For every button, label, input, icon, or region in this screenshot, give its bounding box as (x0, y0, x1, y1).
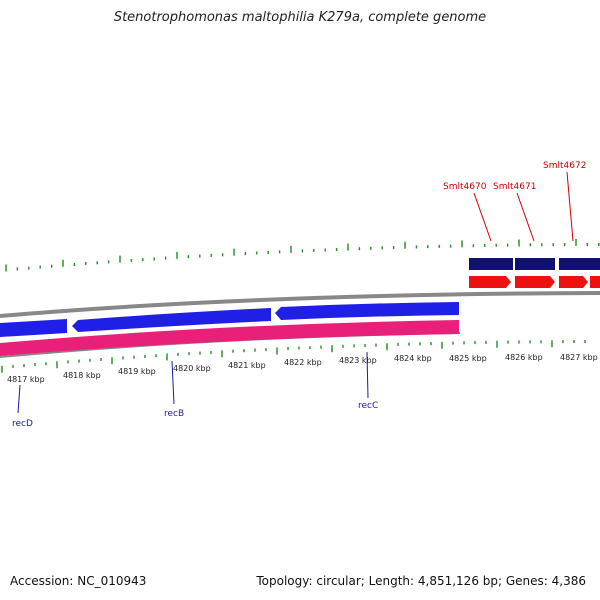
gene-recD (0, 319, 67, 337)
inner-tick-row (1, 340, 586, 373)
red-gene-2 (515, 276, 555, 288)
kbp-label: 4826 kbp (505, 353, 543, 362)
genome-summary-text: Topology: circular; Length: 4,851,126 bp… (256, 574, 586, 588)
kbp-label: 4827 kbp (560, 353, 598, 362)
red-gene-4 (590, 276, 600, 288)
gene-label-recB: recB (164, 409, 184, 419)
accession-text: Accession: NC_010943 (10, 574, 147, 588)
gene-label-recD: recD (12, 419, 33, 429)
backbone-outer (0, 291, 600, 318)
gene-label-recC: recC (358, 401, 378, 411)
red-gene-3 (559, 276, 588, 288)
red-gene-1 (469, 276, 511, 288)
kbp-label: 4821 kbp (228, 361, 266, 370)
pink-band (0, 320, 459, 356)
gene-label-smlt4672: Smlt4672 (543, 161, 586, 171)
kbp-label: 4819 kbp (118, 367, 156, 376)
kbp-label: 4817 kbp (7, 375, 45, 384)
gene-label-smlt4671: Smlt4671 (493, 182, 536, 192)
genome-title: Stenotrophomonas maltophilia K279a, comp… (113, 10, 487, 25)
outer-tick-row (5, 239, 600, 272)
right-feature-block (469, 258, 600, 288)
kbp-label: 4825 kbp (449, 354, 487, 363)
kbp-scale-labels: 4817 kbp 4818 kbp 4819 kbp 4820 kbp 4821 kbp… (7, 353, 598, 384)
gene-recC (275, 302, 459, 320)
gene-callouts: Smlt4670 Smlt4671 Smlt4672 recD recB rec… (12, 161, 586, 429)
navy-gene-1 (469, 258, 513, 270)
kbp-label: 4818 kbp (63, 371, 101, 380)
gene-recB (72, 308, 271, 332)
gene-label-smlt4670: Smlt4670 (443, 182, 487, 192)
kbp-label: 4820 kbp (173, 364, 211, 373)
kbp-label: 4824 kbp (394, 354, 432, 363)
kbp-label: 4823 kbp (339, 356, 377, 365)
navy-gene-3 (559, 258, 600, 270)
kbp-label: 4822 kbp (284, 358, 322, 367)
navy-gene-2 (515, 258, 555, 270)
